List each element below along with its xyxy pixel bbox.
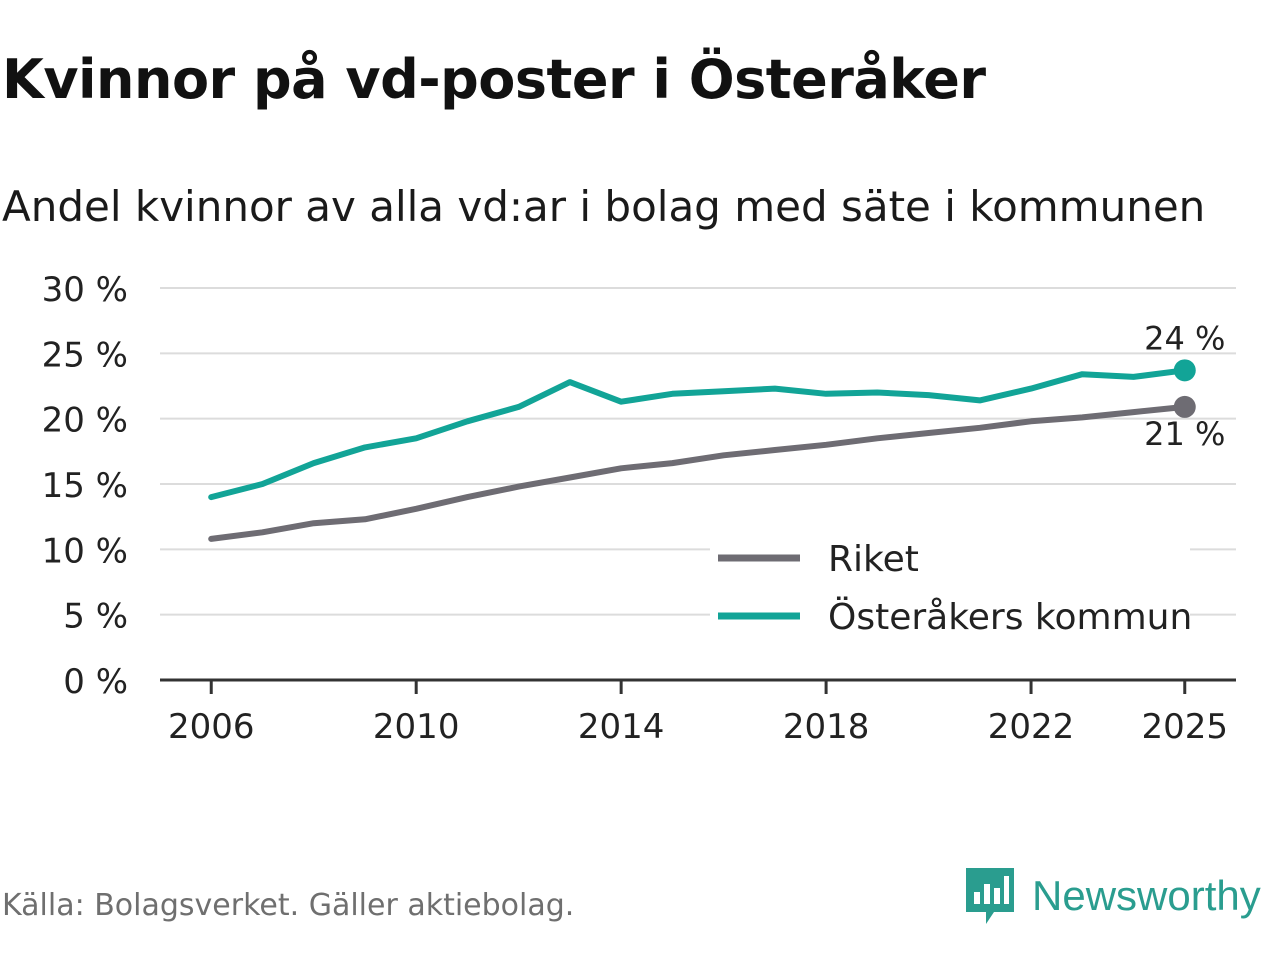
series-line-1 — [208, 367, 1188, 501]
y-tick-label: 30 % — [42, 270, 128, 310]
series-end-label-1: 24 % — [1144, 319, 1225, 357]
x-axis: 2006 2010 2014 2018 2022 2025 — [160, 678, 1236, 747]
legend: Riket Österåkers kommun — [710, 532, 1192, 640]
series-end-label-0: 21 % — [1144, 415, 1225, 453]
series-lines: 21 % 24 % — [208, 319, 1225, 542]
y-tick-label: 20 % — [42, 401, 128, 441]
y-tick-label: 0 % — [63, 662, 128, 702]
x-tick-label: 2022 — [988, 707, 1075, 747]
brand-name: Newsworthy — [1032, 872, 1261, 919]
x-tick-label: 2018 — [783, 707, 870, 747]
newsworthy-logo-icon — [966, 868, 1014, 924]
y-axis-labels: 0 % 5 % 10 % 15 % 20 % 25 % 30 % — [42, 270, 128, 702]
y-tick-label: 25 % — [42, 335, 128, 375]
x-tick-label: 2010 — [373, 707, 460, 747]
chart-subtitle: Andel kvinnor av alla vd:ar i bolag med … — [2, 182, 1206, 231]
series-end-marker-0 — [1173, 395, 1196, 418]
x-tick-label: 2014 — [578, 707, 665, 747]
y-tick-label: 15 % — [42, 466, 128, 506]
chart-title: Kvinnor på vd-poster i Österåker — [2, 48, 986, 111]
legend-label-0: Riket — [828, 539, 919, 580]
legend-label-1: Österåkers kommun — [828, 596, 1192, 638]
source-note: Källa: Bolagsverket. Gäller aktiebolag. — [2, 888, 575, 923]
y-tick-label: 5 % — [63, 597, 128, 637]
y-tick-label: 10 % — [42, 531, 128, 571]
x-tick-label: 2025 — [1141, 707, 1228, 747]
series-line-0 — [208, 403, 1188, 542]
brand-logo: Newsworthy — [964, 866, 1261, 926]
series-end-marker-1 — [1173, 359, 1196, 382]
x-tick-label: 2006 — [168, 707, 255, 747]
